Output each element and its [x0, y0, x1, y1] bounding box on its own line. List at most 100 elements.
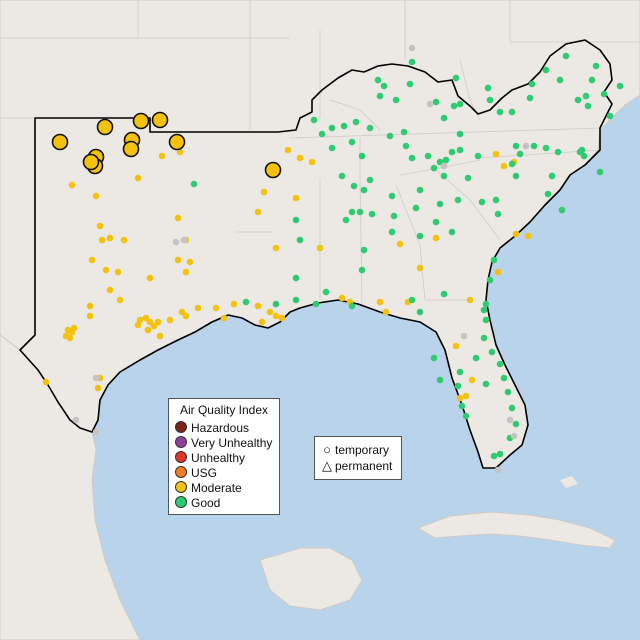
- monitor-marker[interactable]: [416, 186, 424, 194]
- monitor-marker[interactable]: [242, 298, 250, 306]
- monitor-marker[interactable]: [506, 416, 514, 424]
- monitor-marker[interactable]: [426, 100, 434, 108]
- monitor-marker[interactable]: [490, 256, 498, 264]
- monitor-marker[interactable]: [472, 354, 480, 362]
- monitor-marker[interactable]: [606, 112, 614, 120]
- monitor-marker[interactable]: [406, 80, 414, 88]
- monitor-marker[interactable]: [430, 354, 438, 362]
- monitor-marker[interactable]: [500, 162, 508, 170]
- monitor-marker[interactable]: [562, 52, 570, 60]
- monitor-marker[interactable]: [512, 230, 520, 238]
- monitor-marker[interactable]: [348, 138, 356, 146]
- monitor-marker[interactable]: [588, 76, 596, 84]
- monitor-marker[interactable]: [440, 114, 448, 122]
- monitor-marker[interactable]: [182, 268, 190, 276]
- monitor-marker[interactable]: [508, 404, 516, 412]
- monitor-marker-large[interactable]: [132, 112, 150, 130]
- monitor-marker[interactable]: [86, 312, 94, 320]
- monitor-marker[interactable]: [260, 188, 268, 196]
- monitor-marker[interactable]: [106, 286, 114, 294]
- monitor-marker[interactable]: [456, 368, 464, 376]
- monitor-marker[interactable]: [578, 146, 586, 154]
- monitor-marker[interactable]: [212, 304, 220, 312]
- monitor-marker[interactable]: [72, 416, 80, 424]
- monitor-marker[interactable]: [348, 302, 356, 310]
- monitor-marker[interactable]: [464, 174, 472, 182]
- monitor-marker[interactable]: [292, 216, 300, 224]
- monitor-marker[interactable]: [134, 174, 142, 182]
- monitor-marker[interactable]: [62, 332, 70, 340]
- monitor-marker[interactable]: [480, 334, 488, 342]
- monitor-marker[interactable]: [98, 236, 106, 244]
- monitor-marker[interactable]: [468, 376, 476, 384]
- monitor-marker[interactable]: [400, 128, 408, 136]
- monitor-marker[interactable]: [496, 360, 504, 368]
- monitor-marker[interactable]: [432, 234, 440, 242]
- monitor-marker[interactable]: [402, 142, 410, 150]
- monitor-marker[interactable]: [452, 342, 460, 350]
- monitor-marker[interactable]: [478, 198, 486, 206]
- monitor-marker[interactable]: [432, 98, 440, 106]
- monitor-marker-large[interactable]: [264, 161, 282, 179]
- monitor-marker[interactable]: [496, 450, 504, 458]
- monitor-marker[interactable]: [102, 266, 110, 274]
- monitor-marker[interactable]: [356, 208, 364, 216]
- monitor-marker[interactable]: [432, 218, 440, 226]
- monitor-marker[interactable]: [254, 208, 262, 216]
- monitor-marker[interactable]: [156, 332, 164, 340]
- monitor-marker[interactable]: [312, 300, 320, 308]
- monitor-marker[interactable]: [230, 300, 238, 308]
- monitor-marker[interactable]: [322, 288, 330, 296]
- monitor-marker[interactable]: [278, 314, 286, 322]
- monitor-marker[interactable]: [494, 466, 502, 474]
- monitor-marker[interactable]: [542, 66, 550, 74]
- monitor-marker[interactable]: [508, 160, 516, 168]
- monitor-marker[interactable]: [512, 172, 520, 180]
- monitor-marker[interactable]: [272, 312, 280, 320]
- monitor-marker[interactable]: [284, 146, 292, 154]
- monitor-marker[interactable]: [328, 124, 336, 132]
- monitor-marker[interactable]: [292, 274, 300, 282]
- monitor-marker[interactable]: [180, 236, 188, 244]
- monitor-marker[interactable]: [366, 176, 374, 184]
- monitor-marker[interactable]: [494, 268, 502, 276]
- monitor-marker[interactable]: [482, 380, 490, 388]
- monitor-marker[interactable]: [494, 210, 502, 218]
- monitor-marker[interactable]: [386, 132, 394, 140]
- monitor-marker[interactable]: [374, 76, 382, 84]
- monitor-marker[interactable]: [392, 96, 400, 104]
- monitor-marker-large[interactable]: [151, 111, 169, 129]
- monitor-marker[interactable]: [530, 142, 538, 150]
- monitor-marker[interactable]: [318, 130, 326, 138]
- monitor-marker[interactable]: [448, 148, 456, 156]
- monitor-marker[interactable]: [558, 206, 566, 214]
- monitor-marker[interactable]: [92, 428, 100, 436]
- monitor-marker[interactable]: [338, 294, 346, 302]
- monitor-marker[interactable]: [366, 124, 374, 132]
- monitor-marker[interactable]: [408, 58, 416, 66]
- monitor-marker[interactable]: [458, 402, 466, 410]
- monitor-marker[interactable]: [42, 378, 50, 386]
- monitor-marker[interactable]: [584, 102, 592, 110]
- monitor-marker[interactable]: [436, 200, 444, 208]
- monitor-marker[interactable]: [258, 318, 266, 326]
- monitor-marker[interactable]: [454, 382, 462, 390]
- monitor-marker[interactable]: [88, 256, 96, 264]
- monitor-marker[interactable]: [508, 108, 516, 116]
- monitor-marker[interactable]: [456, 394, 464, 402]
- monitor-marker[interactable]: [512, 142, 520, 150]
- monitor-marker[interactable]: [70, 324, 78, 332]
- monitor-marker-large[interactable]: [82, 153, 100, 171]
- monitor-marker[interactable]: [416, 308, 424, 316]
- monitor-marker[interactable]: [500, 374, 508, 382]
- monitor-marker[interactable]: [176, 148, 184, 156]
- monitor-marker[interactable]: [316, 244, 324, 252]
- monitor-marker[interactable]: [462, 412, 470, 420]
- monitor-marker[interactable]: [408, 154, 416, 162]
- monitor-marker[interactable]: [524, 232, 532, 240]
- monitor-marker[interactable]: [436, 158, 444, 166]
- monitor-marker[interactable]: [92, 192, 100, 200]
- monitor-marker[interactable]: [352, 118, 360, 126]
